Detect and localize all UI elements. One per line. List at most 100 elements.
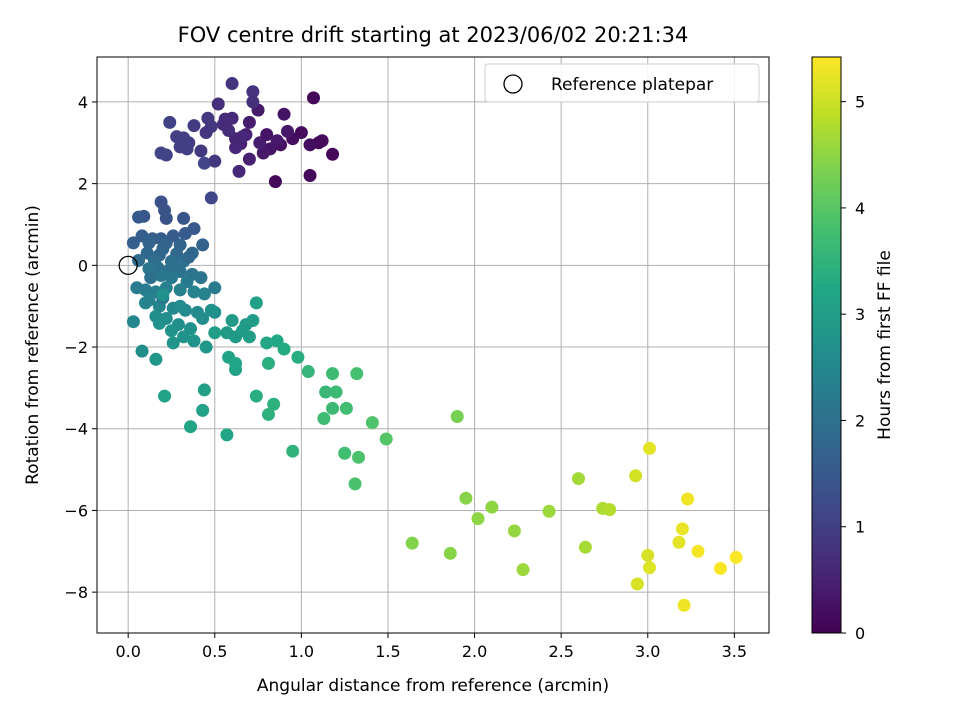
scatter-point [603, 503, 617, 517]
scatter-point [350, 367, 364, 381]
scatter-point [196, 403, 210, 417]
scatter-point [199, 340, 213, 354]
plot-frame [96, 56, 770, 634]
scatter-point [306, 91, 320, 105]
scatter-point [260, 128, 274, 142]
scatter-point [168, 259, 182, 273]
scatter-point [156, 242, 170, 256]
scatter-point [260, 336, 274, 350]
scatter-point [261, 407, 275, 421]
scatter-point [352, 450, 366, 464]
scatter-point [261, 356, 275, 370]
y-tick-label: 2 [78, 175, 88, 194]
scatter-point [208, 326, 222, 340]
scatter-point [132, 210, 146, 224]
scatter-point [459, 491, 473, 505]
reference-platepar-marker [118, 255, 138, 275]
scatter-point [542, 504, 556, 518]
colorbar-tick-label: 5 [855, 93, 865, 112]
scatter-point [405, 536, 419, 550]
scatter-point [156, 288, 170, 302]
colorbar-tick-label: 2 [855, 411, 865, 430]
scatter-point [291, 350, 305, 364]
scatter-point [379, 432, 393, 446]
y-tick-label: −2 [64, 338, 88, 357]
colorbar-gradient [811, 56, 842, 634]
scatter-point [187, 334, 201, 348]
scatter-point [246, 313, 260, 327]
y-tick-label: −8 [64, 583, 88, 602]
scatter-point [642, 561, 656, 575]
scatter-point [329, 385, 343, 399]
scatter-point [197, 383, 211, 397]
scatter-point [365, 416, 379, 430]
x-axis-label: Angular distance from reference (arcmin) [257, 676, 609, 696]
scatter-point [220, 428, 234, 442]
scatter-point [204, 303, 218, 317]
y-tick-label: 0 [78, 256, 88, 275]
scatter-point [208, 281, 222, 295]
scatter-point [268, 175, 282, 189]
scatter-point [571, 472, 585, 486]
scatter-point [196, 238, 210, 252]
scatter-point [194, 144, 208, 158]
scatter-point [196, 311, 210, 325]
scatter-point [516, 563, 530, 577]
scatter-point [277, 107, 291, 121]
colorbar-tick-label: 4 [855, 199, 865, 218]
scatter-point [246, 85, 260, 99]
legend-entry-reference-platepar: Reference platepar [551, 75, 713, 95]
scatter-point [142, 293, 156, 307]
scatter-point [232, 164, 246, 178]
scatter-point [450, 409, 464, 423]
scatter-point [242, 152, 256, 166]
scatter-point [166, 336, 180, 350]
scatter-point [142, 236, 156, 250]
scatter-point [303, 168, 317, 182]
scatter-point [173, 283, 187, 297]
scatter-point [201, 111, 215, 125]
scatter-point [681, 492, 695, 506]
scatter-point [691, 544, 705, 558]
scatter-point [208, 154, 222, 168]
scatter-point [242, 330, 256, 344]
scatter-point [218, 112, 232, 126]
scatter-point [235, 130, 249, 144]
scatter-point [443, 546, 457, 560]
scatter-point [135, 344, 149, 358]
y-tick-label: 4 [78, 93, 88, 112]
scatter-point [126, 236, 140, 250]
scatter-point [154, 146, 168, 160]
scatter-point [714, 561, 728, 575]
scatter-point [641, 548, 655, 562]
scatter-point [144, 271, 158, 285]
x-tick-label: 3.0 [635, 642, 660, 661]
scatter-point [225, 77, 239, 91]
y-tick-label: −6 [64, 501, 88, 520]
scatter-point [319, 385, 333, 399]
scatter-point [249, 389, 263, 403]
scatter-point [629, 469, 643, 483]
scatter-point [507, 524, 521, 538]
scatter-point [317, 412, 331, 426]
scatter-point [339, 401, 353, 415]
scatter-point [187, 119, 201, 133]
chart-title: FOV centre drift starting at 2023/06/02 … [178, 23, 689, 47]
scatter-point [204, 191, 218, 205]
scatter-point [182, 250, 196, 264]
scatter-point [246, 95, 260, 109]
x-tick-label: 3.5 [722, 642, 747, 661]
scatter-point [138, 283, 152, 297]
scatter-point [242, 115, 256, 129]
colorbar-ticks: 0 1 2 3 4 5 [841, 93, 865, 643]
data-points [126, 77, 743, 612]
scatter-point [180, 142, 194, 156]
scatter-point [126, 315, 140, 329]
scatter-point [578, 540, 592, 554]
x-tick-label: 0.5 [202, 642, 227, 661]
scatter-point [184, 420, 198, 434]
scatter-point [211, 97, 225, 111]
scatter-point [154, 269, 168, 283]
colorbar: 0 1 2 3 4 5 Hours from first FF file [811, 56, 895, 643]
scatter-point [301, 365, 315, 379]
